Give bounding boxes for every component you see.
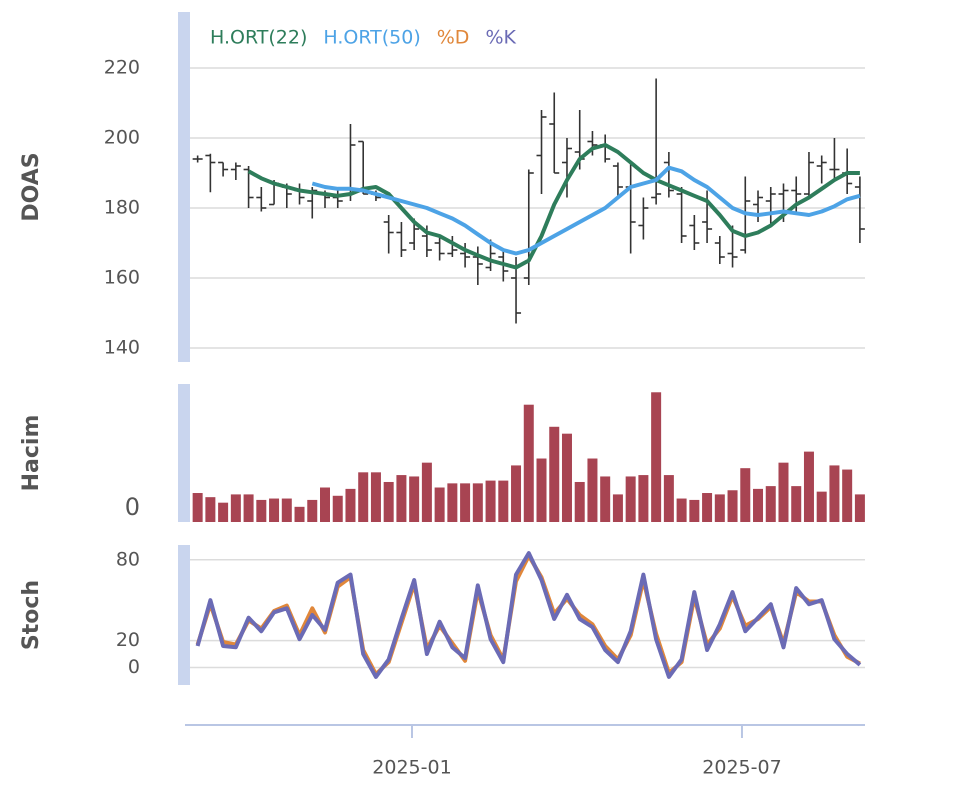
bar: [358, 472, 369, 522]
bar: [829, 465, 840, 522]
axis-strip: [178, 12, 190, 362]
legend-item: H.ORT(22): [210, 27, 307, 49]
bar: [511, 465, 522, 522]
bar: [281, 498, 292, 522]
bar: [727, 490, 738, 522]
bar: [320, 487, 330, 522]
bar: [269, 498, 280, 522]
bar: [612, 494, 623, 522]
bar: [307, 499, 318, 522]
y-axis-label: Hacim: [19, 415, 44, 492]
bar: [409, 476, 420, 522]
x-tick-label: 2025-07: [702, 757, 781, 779]
y-tick-label: 220: [104, 57, 140, 79]
legend-item: %K: [485, 27, 516, 49]
legend-item: %D: [437, 27, 470, 49]
bar: [791, 486, 802, 522]
bar: [485, 480, 496, 522]
bar: [205, 497, 216, 522]
bar: [536, 458, 547, 522]
y-tick-label: 200: [104, 127, 140, 149]
y-tick-label: 20: [116, 629, 140, 651]
bar: [842, 469, 853, 522]
bar: [561, 433, 572, 522]
y-axis-label: Stoch: [19, 580, 44, 650]
bar: [600, 476, 611, 522]
bar: [421, 462, 432, 522]
bar: [472, 483, 483, 522]
bar: [218, 502, 229, 522]
y-tick-label: 80: [116, 548, 140, 570]
line-series: [195, 551, 862, 679]
bar: [396, 475, 407, 522]
bar: [714, 494, 725, 522]
legend-item: H.ORT(50): [323, 27, 420, 49]
axis-strip: [178, 384, 190, 522]
bar: [638, 475, 649, 522]
y-tick-label: 0: [125, 493, 140, 521]
y-tick-label: 160: [104, 267, 140, 289]
bar: [332, 495, 343, 522]
bar: [498, 480, 509, 522]
bar: [702, 493, 713, 522]
bar: [676, 498, 687, 522]
line-series: [311, 165, 861, 256]
y-axis-label: DOAS: [19, 152, 44, 221]
bar: [383, 481, 394, 522]
bar: [803, 451, 814, 522]
bar: [816, 491, 827, 522]
bar: [523, 404, 534, 522]
bar: [549, 426, 560, 522]
line-series: [247, 143, 860, 270]
bar: [854, 494, 865, 522]
bar: [625, 476, 636, 522]
bar: [778, 462, 789, 522]
bar: [651, 392, 662, 522]
bar: [460, 483, 471, 522]
bar: [587, 458, 598, 522]
bar: [753, 488, 764, 522]
bar: [192, 493, 203, 522]
bar: [256, 499, 267, 522]
y-tick-label: 0: [128, 656, 140, 678]
bar: [740, 468, 751, 522]
axis-strip: [178, 545, 190, 685]
bar: [447, 483, 458, 522]
y-tick-label: 180: [104, 197, 140, 219]
bar: [689, 499, 700, 522]
bar: [663, 475, 674, 522]
bar: [294, 506, 305, 522]
bar: [765, 486, 776, 522]
bar: [230, 494, 241, 522]
bar: [345, 488, 356, 522]
bar: [370, 472, 381, 522]
y-tick-label: 140: [104, 337, 140, 359]
bar: [434, 487, 445, 522]
bar: [243, 494, 254, 522]
x-tick-label: 2025-01: [372, 757, 451, 779]
bar: [574, 481, 585, 522]
